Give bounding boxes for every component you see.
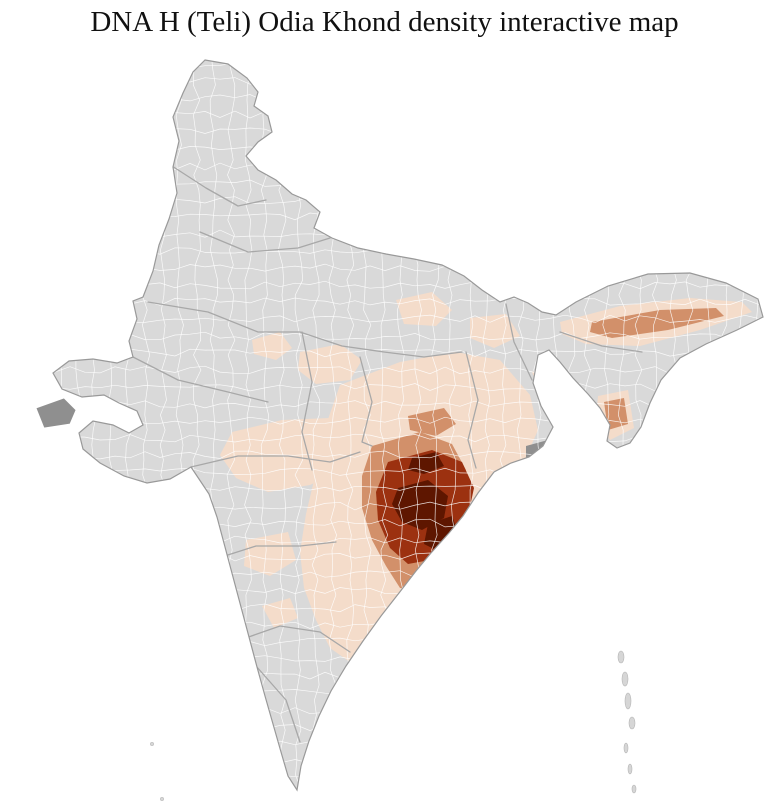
lakshadweep-islands [149, 741, 165, 802]
map-title: DNA H (Teli) Odia Khond density interact… [90, 6, 679, 38]
western-dark-region [35, 397, 77, 429]
state-borders [132, 165, 643, 743]
andaman-nicobar-islands [617, 650, 637, 794]
